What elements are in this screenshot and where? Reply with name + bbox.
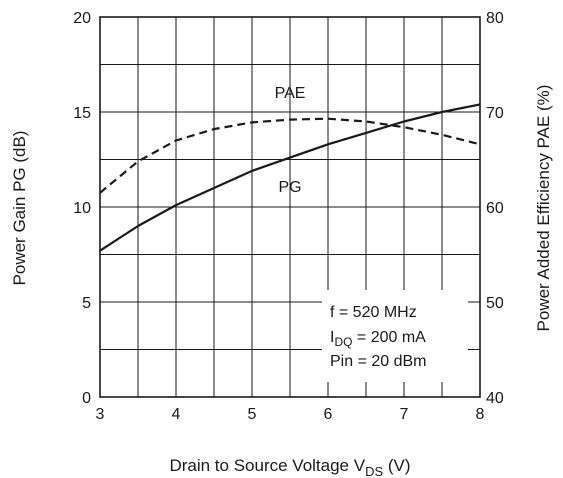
series-label-pg: PG [278,179,301,196]
y-left-tick-label: 20 [73,10,91,27]
series-line-pae [99,117,481,194]
plot-frame [99,16,481,398]
y-left-tick-label: 15 [73,105,91,122]
annotation-frequency: f = 520 MHz [330,304,417,321]
x-tick-label: 3 [96,406,105,423]
x-tick-label: 5 [248,406,257,423]
x-axis-title: Drain to Source Voltage VDS (V) [169,456,410,478]
y-right-tick-label: 80 [486,10,504,27]
x-tick-label: 7 [400,406,409,423]
series-line-pg [99,103,481,252]
series-layer [99,103,481,252]
series-label-pae: PAE [275,85,306,102]
annotation-pin: Pin = 20 dBm [330,353,427,370]
y-right-tick-label: 70 [486,105,504,122]
y-right-tick-label: 60 [486,200,504,217]
grid [100,17,480,397]
annotation-idq-subscript: DQ [334,335,352,349]
y-right-tick-label: 50 [486,295,504,312]
x-tick-label: 4 [172,406,181,423]
y-left-tick-label: 0 [82,390,91,407]
x-tick-label: 8 [476,406,485,423]
annotation-idq: IDQ = 200 mA [330,329,426,349]
y-right-tick-label: 40 [486,390,504,407]
x-tick-label: 6 [324,406,333,423]
x-axis-title-subscript: DS [365,464,383,478]
y-left-tick-label: 10 [73,200,91,217]
annotation-box [322,290,468,382]
y-left-tick-label: 5 [82,295,91,312]
y-axis-title-left: Power Gain PG (dB) [10,131,29,286]
y-axis-title-right: Power Added Efficiency PAE (%) [534,85,553,332]
conditions-annotation: f = 520 MHz IDQ = 200 mA Pin = 20 dBm [322,290,468,382]
